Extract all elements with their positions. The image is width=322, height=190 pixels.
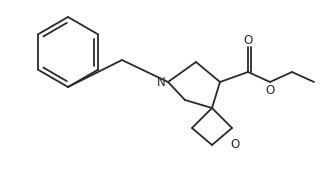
Text: O: O <box>243 33 253 47</box>
Text: O: O <box>230 139 240 151</box>
Text: O: O <box>265 83 275 97</box>
Text: N: N <box>156 75 166 89</box>
